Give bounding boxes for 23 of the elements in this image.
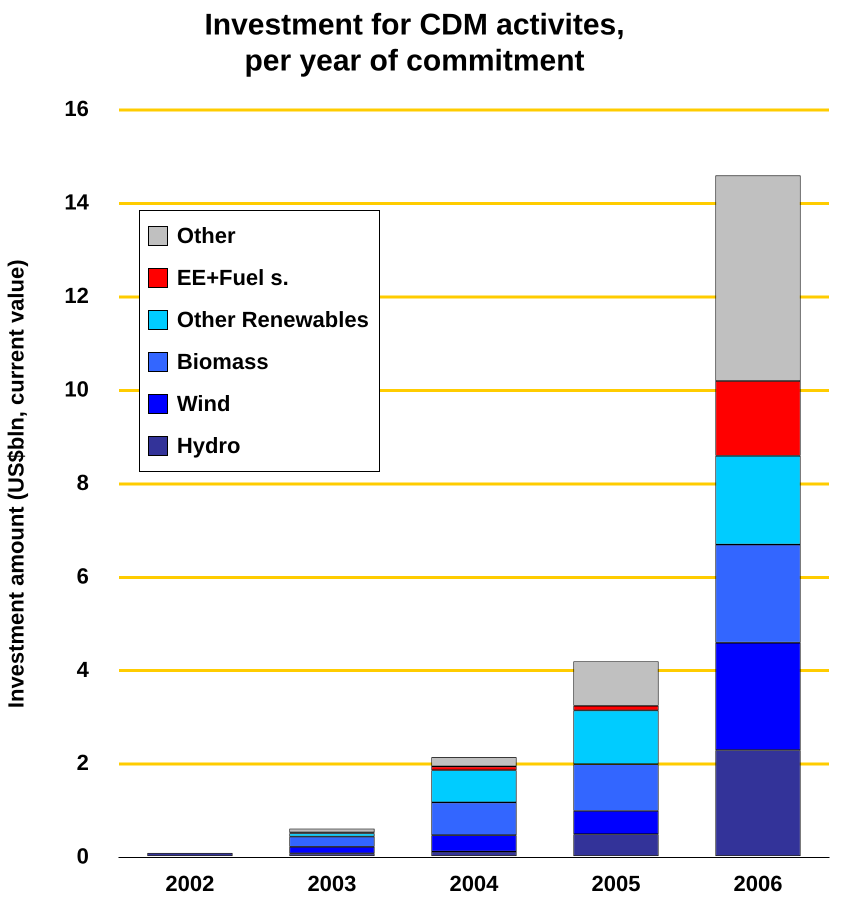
y-tick-label: 2 <box>76 750 89 776</box>
y-tick-label: 10 <box>64 376 89 402</box>
y-tick-label: 12 <box>64 282 89 308</box>
y-tick-label: 0 <box>76 844 89 869</box>
legend-label: Hydro <box>176 433 240 459</box>
text: Investment for CDM activites, <box>204 8 625 42</box>
legend-label: EE+Fuel s. <box>176 265 289 291</box>
legend-label: Other Renewables <box>176 307 369 333</box>
y-tick-label: 8 <box>76 470 89 495</box>
y-tick-label: 4 <box>76 656 90 682</box>
legend-label: Other <box>176 223 236 249</box>
text: per year of commitment <box>244 44 585 78</box>
x-tick-label: 2006 <box>734 870 782 896</box>
y-tick-label: 16 <box>64 96 89 122</box>
y-axis-title: Investment amount (US$bln, current value) <box>3 259 28 708</box>
x-tick-label: 2005 <box>591 870 640 896</box>
x-tick-label: 2003 <box>307 870 356 896</box>
legend-label: Wind <box>176 391 230 417</box>
y-tick-label: 6 <box>76 563 89 588</box>
legend-label: Biomass <box>176 349 269 375</box>
x-tick-label: 2002 <box>165 870 214 896</box>
x-tick-label: 2004 <box>449 870 500 896</box>
y-tick-label: 14 <box>64 190 90 215</box>
